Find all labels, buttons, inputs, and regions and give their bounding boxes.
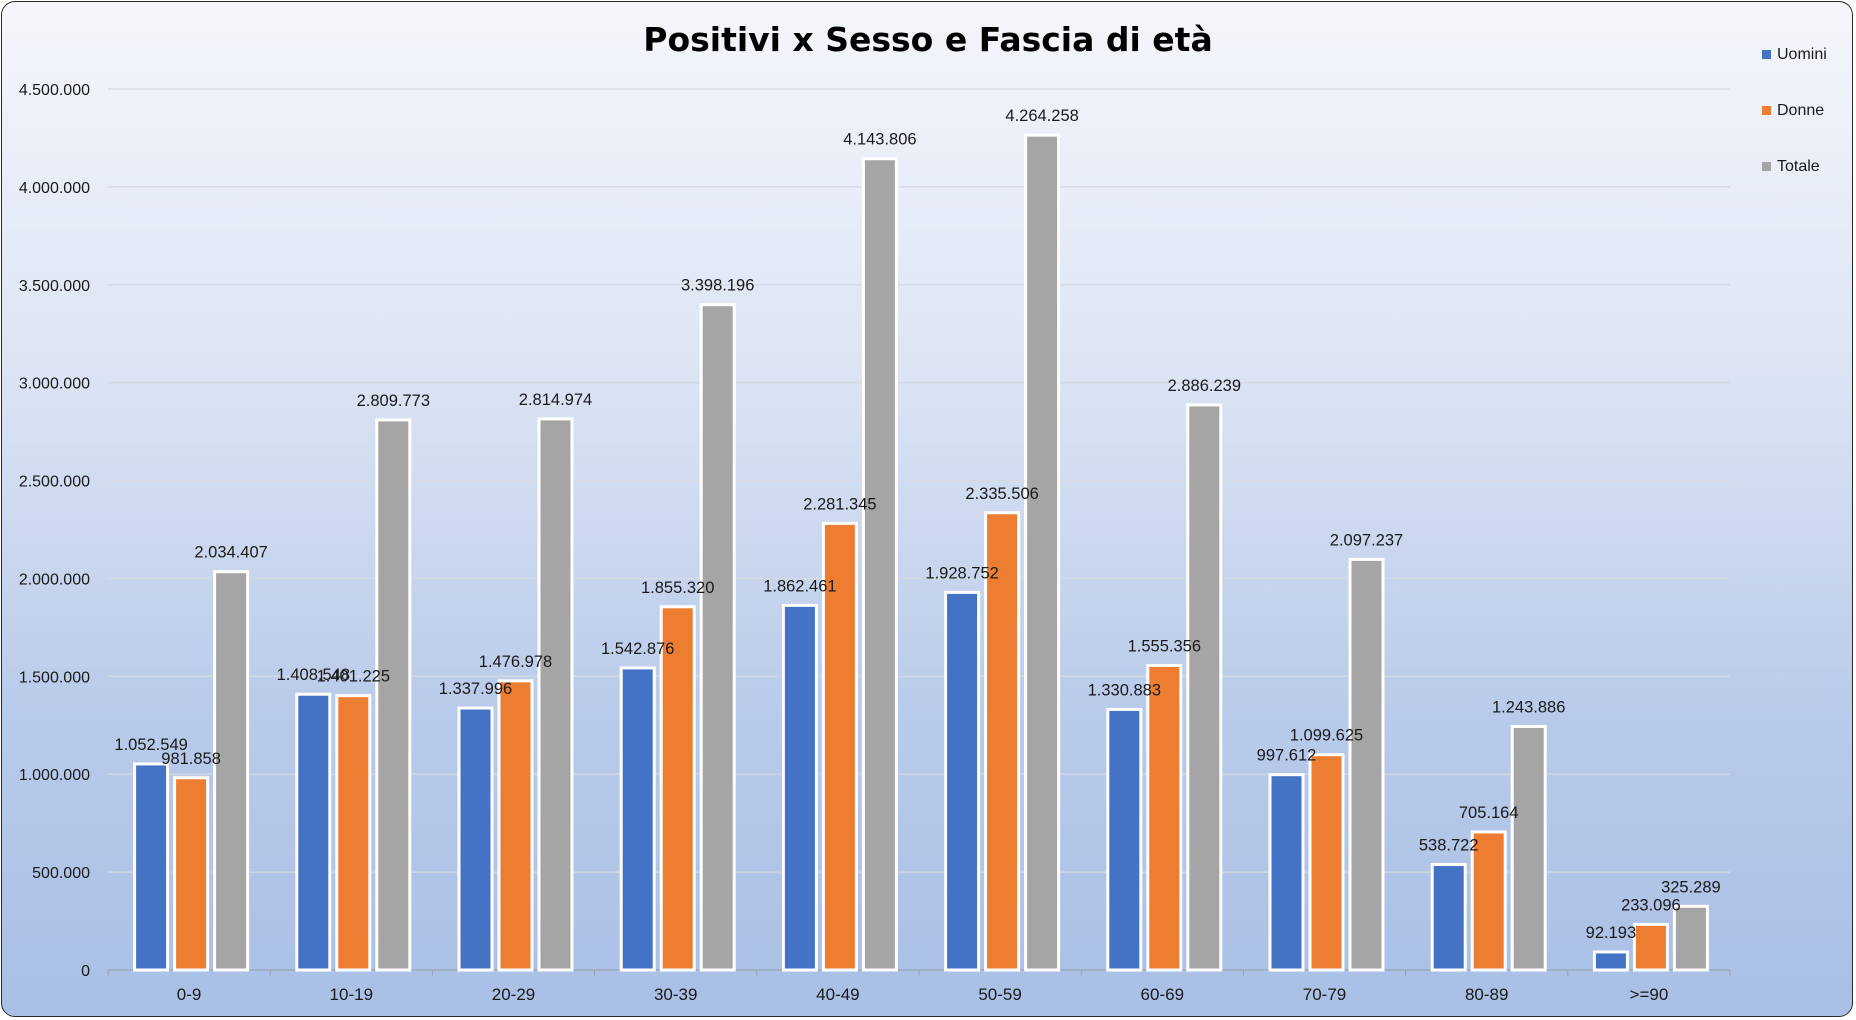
bar-donne-8[interactable] [1470,830,1507,972]
data-label: 1.337.996 [439,680,512,698]
bar-donne-7[interactable] [1308,753,1345,972]
data-label: 2.814.974 [519,391,592,409]
data-label: 1.476.978 [479,653,552,671]
y-tick-label: 2.500.000 [19,474,90,491]
x-tick-label: 80-89 [1465,985,1508,1004]
x-tick-label: 70-79 [1303,985,1346,1004]
bar-uomini-1[interactable] [295,692,332,972]
bar-totale-5[interactable] [1024,133,1061,972]
y-tick-label: 1.500.000 [19,669,90,686]
data-label: 3.398.196 [681,277,754,295]
bar-totale-4[interactable] [861,157,898,972]
bar-totale-8[interactable] [1510,724,1547,972]
y-tick-label: 4.500.000 [19,82,90,99]
x-tick-label: 40-49 [816,985,859,1004]
y-tick-label: 3.500.000 [19,278,90,295]
data-label: 1.542.876 [601,640,674,658]
bar-donne-5[interactable] [984,511,1021,972]
data-label: 1.555.356 [1128,637,1201,655]
data-label: 1.862.461 [763,577,836,595]
x-tick-label: >=90 [1630,985,1669,1004]
bar-totale-6[interactable] [1186,403,1223,972]
bar-donne-9[interactable] [1632,922,1669,972]
bar-donne-1[interactable] [335,694,372,972]
data-label: 1.928.752 [925,564,998,582]
data-label: 2.097.237 [1330,531,1403,549]
x-tick-label: 30-39 [654,985,697,1004]
data-label: 2.886.239 [1168,377,1241,395]
legend-label: Donne [1777,102,1824,119]
bar-uomini-0[interactable] [133,762,170,972]
x-tick-label: 60-69 [1141,985,1184,1004]
x-tick-label: 10-19 [330,985,373,1004]
bar-donne-3[interactable] [659,605,696,972]
y-tick-label: 2.000.000 [19,571,90,588]
data-label: 233.096 [1621,896,1681,914]
data-label: 1.052.549 [114,736,187,754]
data-label: 1.401.225 [317,668,390,686]
legend-label: Uomini [1777,46,1827,63]
data-label: 4.143.806 [843,131,916,149]
legend-swatch-uomini [1762,50,1771,59]
legend-swatch-totale [1762,162,1771,171]
y-tick-label: 3.000.000 [19,376,90,393]
y-tick-label: 500.000 [32,865,90,882]
data-label: 325.289 [1661,878,1721,896]
bar-uomini-7[interactable] [1268,773,1305,972]
bar-uomini-5[interactable] [944,590,981,972]
bar-totale-0[interactable] [213,570,250,972]
data-label: 92.193 [1586,924,1636,942]
bar-donne-6[interactable] [1146,663,1183,972]
bar-donne-0[interactable] [173,776,210,972]
x-tick-label: 20-29 [492,985,535,1004]
legend-label: Totale [1777,158,1820,175]
bar-totale-7[interactable] [1348,557,1385,972]
data-label: 705.164 [1459,804,1519,822]
bar-totale-3[interactable] [699,303,736,972]
bar-uomini-6[interactable] [1106,707,1143,972]
y-tick-label: 1.000.000 [19,767,90,784]
data-label: 1.855.320 [641,579,714,597]
data-label: 1.243.886 [1492,698,1565,716]
bar-uomini-8[interactable] [1430,863,1467,972]
data-label: 1.408.548 [277,666,350,684]
bar-donne-4[interactable] [821,521,858,972]
data-label: 538.722 [1419,837,1479,855]
bar-totale-9[interactable] [1672,904,1709,972]
data-label: 997.612 [1257,747,1317,765]
bar-uomini-4[interactable] [781,603,818,972]
bar-uomini-2[interactable] [457,706,494,972]
data-label: 981.858 [161,750,221,768]
data-label: 2.335.506 [965,485,1038,503]
bar-uomini-3[interactable] [619,666,656,972]
bar-uomini-9[interactable] [1592,950,1629,972]
legend-swatch-donne [1762,106,1771,115]
data-label: 2.034.407 [194,544,267,562]
x-tick-label: 0-9 [177,985,202,1004]
bar-donne-2[interactable] [497,679,534,972]
data-label: 4.264.258 [1005,107,1078,125]
data-label: 2.809.773 [357,392,430,410]
y-tick-label: 0 [81,963,90,980]
y-tick-label: 4.000.000 [19,180,90,197]
data-label: 1.099.625 [1290,727,1363,745]
data-label: 2.281.345 [803,495,876,513]
data-label: 1.330.883 [1088,681,1161,699]
bar-totale-2[interactable] [537,417,574,972]
bar-totale-1[interactable] [375,418,412,972]
x-tick-label: 50-59 [978,985,1021,1004]
chart-title: Positivi x Sesso e Fascia di età [643,20,1213,59]
